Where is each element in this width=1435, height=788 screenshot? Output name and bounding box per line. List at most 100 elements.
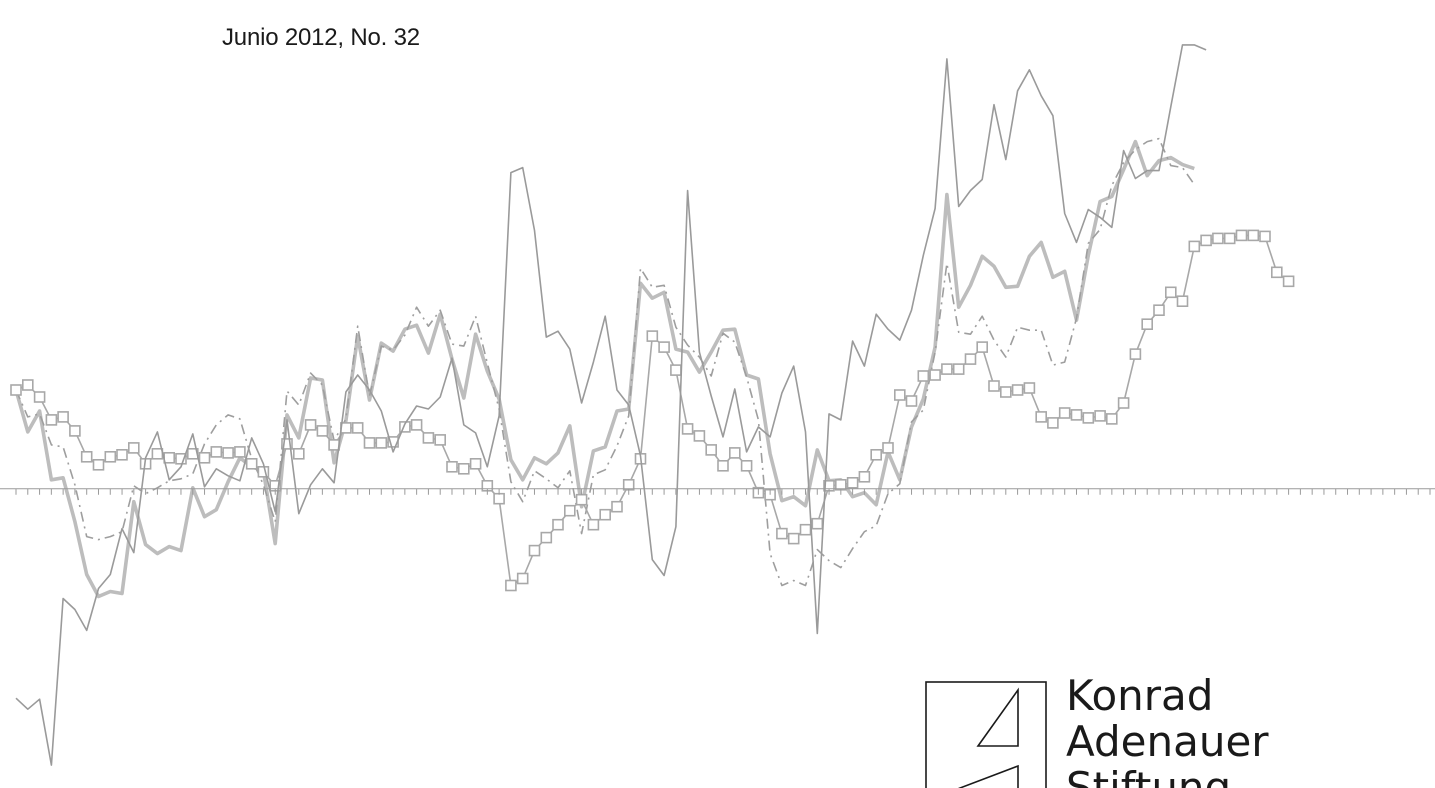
series-point xyxy=(128,442,140,454)
series-point xyxy=(210,446,223,458)
series-point xyxy=(198,451,211,464)
series-point xyxy=(976,341,989,353)
series-point xyxy=(905,395,918,407)
series-point xyxy=(1247,229,1260,242)
series-point xyxy=(1223,232,1236,245)
series-point xyxy=(304,419,317,431)
series-point xyxy=(446,460,458,473)
series-point xyxy=(1176,295,1189,308)
series-point xyxy=(410,419,423,431)
series-point xyxy=(57,411,69,423)
series-point xyxy=(234,446,246,458)
series-layer xyxy=(10,44,1295,766)
series-point xyxy=(552,518,564,531)
series-point xyxy=(1011,384,1024,396)
series-point xyxy=(599,508,612,521)
series-point xyxy=(375,437,388,449)
series-point xyxy=(611,500,623,513)
series-point xyxy=(1200,234,1212,247)
series-point xyxy=(799,523,812,536)
series-point xyxy=(1058,407,1071,419)
series-point xyxy=(175,452,187,465)
series-point xyxy=(1188,240,1201,253)
series-point xyxy=(116,448,128,461)
series-point xyxy=(1094,410,1106,422)
series-point xyxy=(846,476,859,489)
series-dashdot xyxy=(15,137,1195,587)
series-point xyxy=(516,572,529,585)
series-point xyxy=(1259,230,1271,243)
series-point xyxy=(858,470,871,483)
series-line xyxy=(14,139,1195,599)
series-point xyxy=(399,421,411,433)
series-point xyxy=(21,379,34,391)
issue-date-label: Junio 2012, No. 32 xyxy=(222,24,420,51)
series-point xyxy=(422,432,435,444)
series-point xyxy=(1282,275,1295,288)
series-point xyxy=(92,458,105,471)
series-point xyxy=(45,414,58,426)
logo-frame xyxy=(925,681,1047,788)
series-point xyxy=(540,531,553,544)
series-point xyxy=(1165,286,1177,299)
series-point xyxy=(104,450,117,463)
series-point xyxy=(1023,382,1036,394)
series-point xyxy=(929,369,941,381)
series-point xyxy=(575,493,588,506)
series-point xyxy=(870,448,883,461)
series-point xyxy=(587,518,600,531)
series-point xyxy=(1212,232,1224,245)
series-point xyxy=(670,364,682,376)
series-point xyxy=(1070,409,1083,421)
series-point xyxy=(316,425,329,437)
series-point xyxy=(1106,413,1118,425)
series-point xyxy=(1117,397,1130,409)
brand-line-1: Konrad xyxy=(1066,671,1213,720)
series-point xyxy=(163,451,175,464)
series-point xyxy=(681,423,694,435)
series-point xyxy=(717,459,729,472)
series-point xyxy=(693,430,706,442)
series-point xyxy=(988,380,1000,392)
zero-axis xyxy=(0,488,1435,495)
series-point xyxy=(528,544,541,557)
series-point xyxy=(728,447,741,459)
series-thin xyxy=(15,44,1207,766)
series-point xyxy=(10,384,22,396)
series-point xyxy=(893,389,906,401)
series-point xyxy=(281,438,293,450)
series-point xyxy=(1271,266,1283,279)
series-point xyxy=(705,444,718,456)
series-point xyxy=(292,447,305,460)
brand-line-3: Stiftung xyxy=(1066,763,1231,788)
series-point xyxy=(646,330,659,342)
series-point xyxy=(941,363,953,375)
series-point xyxy=(1129,348,1142,360)
logo-glyph-upper xyxy=(976,687,1019,747)
series-point xyxy=(151,447,164,460)
series-point xyxy=(811,517,824,530)
series-point xyxy=(363,437,376,449)
series-point xyxy=(882,442,894,454)
series-point xyxy=(964,353,977,365)
series-point xyxy=(222,447,234,459)
series-point xyxy=(1035,411,1047,423)
series-line xyxy=(15,44,1207,766)
series-point xyxy=(563,504,576,517)
series-point xyxy=(505,579,517,592)
series-point xyxy=(434,434,447,446)
series-point xyxy=(1141,318,1153,331)
series-squares xyxy=(10,229,1295,592)
series-point xyxy=(1082,412,1095,424)
series-point xyxy=(33,391,46,403)
konrad-adenauer-logo: Konrad Adenauer Stiftung xyxy=(925,671,1269,788)
series-point xyxy=(740,459,753,472)
logo-glyph-lower xyxy=(958,764,1019,788)
series-point xyxy=(351,422,364,434)
series-point xyxy=(1153,304,1165,317)
series-point xyxy=(80,450,93,463)
series-point xyxy=(787,532,800,545)
series-line xyxy=(15,137,1195,587)
brand-line-2: Adenauer xyxy=(1066,717,1269,766)
